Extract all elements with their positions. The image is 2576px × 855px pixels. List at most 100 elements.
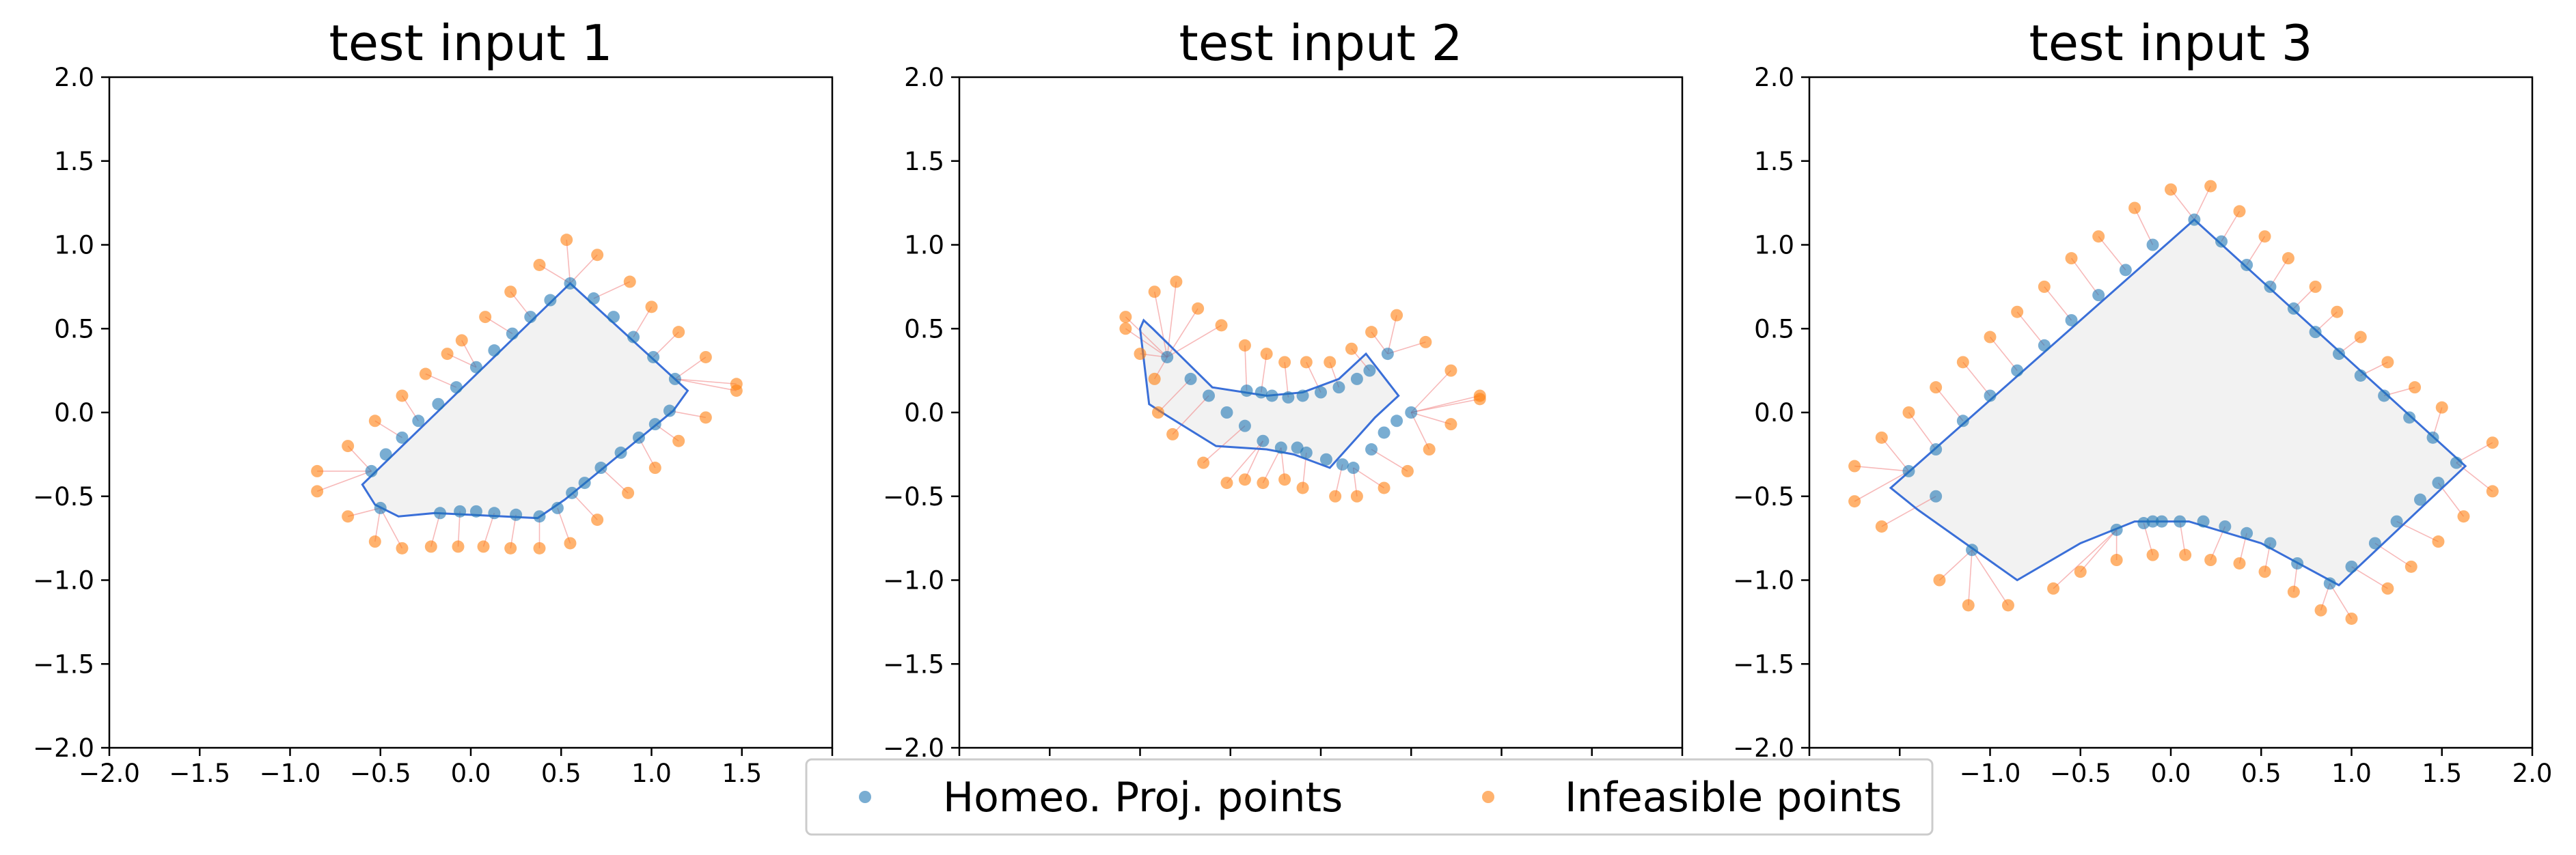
infeasible-point xyxy=(622,486,635,499)
y-tick-label: −2.0 xyxy=(1733,733,1794,763)
projection-point xyxy=(396,431,409,444)
projection-point xyxy=(1161,350,1174,363)
infeasible-point xyxy=(2001,599,2014,612)
projection-point xyxy=(1365,443,1378,456)
infeasible-point xyxy=(1151,406,1164,419)
projection-point xyxy=(469,361,482,374)
projection-connector xyxy=(2070,257,2099,296)
projection-point xyxy=(647,350,660,363)
y-tick-label: 1.5 xyxy=(1754,147,1794,176)
infeasible-point xyxy=(2011,305,2024,318)
infeasible-point xyxy=(1329,490,1342,503)
infeasible-point xyxy=(2258,230,2271,243)
infeasible-point xyxy=(504,285,517,298)
projection-point xyxy=(1336,458,1349,471)
projection-connector xyxy=(2098,236,2126,270)
infeasible-point xyxy=(1956,356,1969,369)
projection-point xyxy=(1291,441,1304,454)
infeasible-point xyxy=(1197,456,1210,469)
y-tick-label: 2.0 xyxy=(1754,63,1794,92)
infeasible-point xyxy=(396,389,409,402)
projection-point xyxy=(379,448,392,461)
infeasible-point xyxy=(1278,473,1291,486)
infeasible-point xyxy=(1378,481,1390,494)
infeasible-point xyxy=(533,258,546,271)
y-tick-label: −1.0 xyxy=(33,566,94,595)
projection-point xyxy=(2414,493,2427,506)
infeasible-point xyxy=(1238,473,1251,486)
infeasible-point xyxy=(1401,464,1414,477)
projection-point xyxy=(533,510,546,523)
infeasible-point xyxy=(2354,331,2367,344)
x-tick-label: −1.5 xyxy=(169,759,230,788)
infeasible-point xyxy=(1350,490,1363,503)
projection-point xyxy=(1238,419,1251,432)
infeasible-point xyxy=(1215,319,1228,332)
y-tick-label: 1.0 xyxy=(904,231,944,260)
y-tick-label: −1.0 xyxy=(1733,566,1794,595)
projection-point xyxy=(2403,411,2416,424)
projection-point xyxy=(2378,389,2391,402)
infeasible-point xyxy=(1148,372,1161,385)
projection-point xyxy=(1315,386,1327,399)
projection-point xyxy=(2323,577,2336,590)
projection-connector xyxy=(2456,442,2493,464)
infeasible-point xyxy=(1170,275,1183,288)
infeasible-point xyxy=(455,334,468,347)
projection-point xyxy=(1282,391,1295,404)
infeasible-point xyxy=(396,542,409,555)
projection-point xyxy=(648,418,661,431)
x-tick-label: 1.5 xyxy=(2422,759,2462,788)
legend-label-homeo-proj: Homeo. Proj. points xyxy=(943,774,1343,822)
projection-connector xyxy=(557,507,571,544)
infeasible-point xyxy=(591,514,604,527)
x-tick-label: −1.0 xyxy=(1960,759,2021,788)
infeasible-point xyxy=(479,311,492,324)
projection-point xyxy=(2038,339,2051,352)
projection-point xyxy=(1930,443,1943,456)
projection-point xyxy=(1255,386,1268,399)
y-tick-label: 2.0 xyxy=(54,63,94,92)
infeasible-point xyxy=(441,348,454,361)
projection-point xyxy=(607,311,620,324)
projection-point xyxy=(469,505,482,518)
projection-connector xyxy=(1262,447,1282,483)
infeasible-point xyxy=(1166,428,1179,440)
projection-point xyxy=(2197,515,2210,528)
y-tick-label: −1.5 xyxy=(883,649,944,679)
infeasible-point xyxy=(1296,481,1309,494)
chart-title: test input 1 xyxy=(329,14,612,72)
chart-title: test input 2 xyxy=(1179,14,1462,72)
projection-point xyxy=(1274,441,1287,454)
projection-point xyxy=(1332,381,1345,394)
projection-connector xyxy=(1125,328,1168,358)
projection-connector xyxy=(1125,316,1168,358)
projection-connector xyxy=(1854,471,1909,502)
projection-connector xyxy=(2329,583,2353,619)
infeasible-point xyxy=(2092,230,2105,243)
projection-point xyxy=(1378,426,1390,439)
infeasible-point xyxy=(2409,381,2422,394)
projection-point xyxy=(2426,431,2439,444)
infeasible-point xyxy=(2486,436,2499,449)
projection-point xyxy=(524,311,537,324)
projection-connector xyxy=(1260,353,1268,393)
infeasible-point xyxy=(1423,443,1436,456)
infeasible-point xyxy=(2287,585,2300,598)
projection-connector xyxy=(2351,566,2388,589)
infeasible-point xyxy=(2204,180,2217,193)
projection-point xyxy=(432,397,445,410)
infeasible-point xyxy=(672,326,685,339)
infeasible-point xyxy=(730,384,743,397)
x-tick-label: −0.5 xyxy=(2050,759,2111,788)
projection-point xyxy=(2241,527,2253,539)
projection-point xyxy=(544,294,557,307)
projection-connector xyxy=(1172,395,1209,435)
projection-connector xyxy=(2134,208,2154,245)
infeasible-point xyxy=(368,535,381,548)
projection-point xyxy=(2155,515,2168,528)
projection-connector xyxy=(593,281,631,299)
projection-point xyxy=(1984,389,1997,402)
projection-point xyxy=(510,508,523,521)
projection-connector xyxy=(1157,378,1192,413)
